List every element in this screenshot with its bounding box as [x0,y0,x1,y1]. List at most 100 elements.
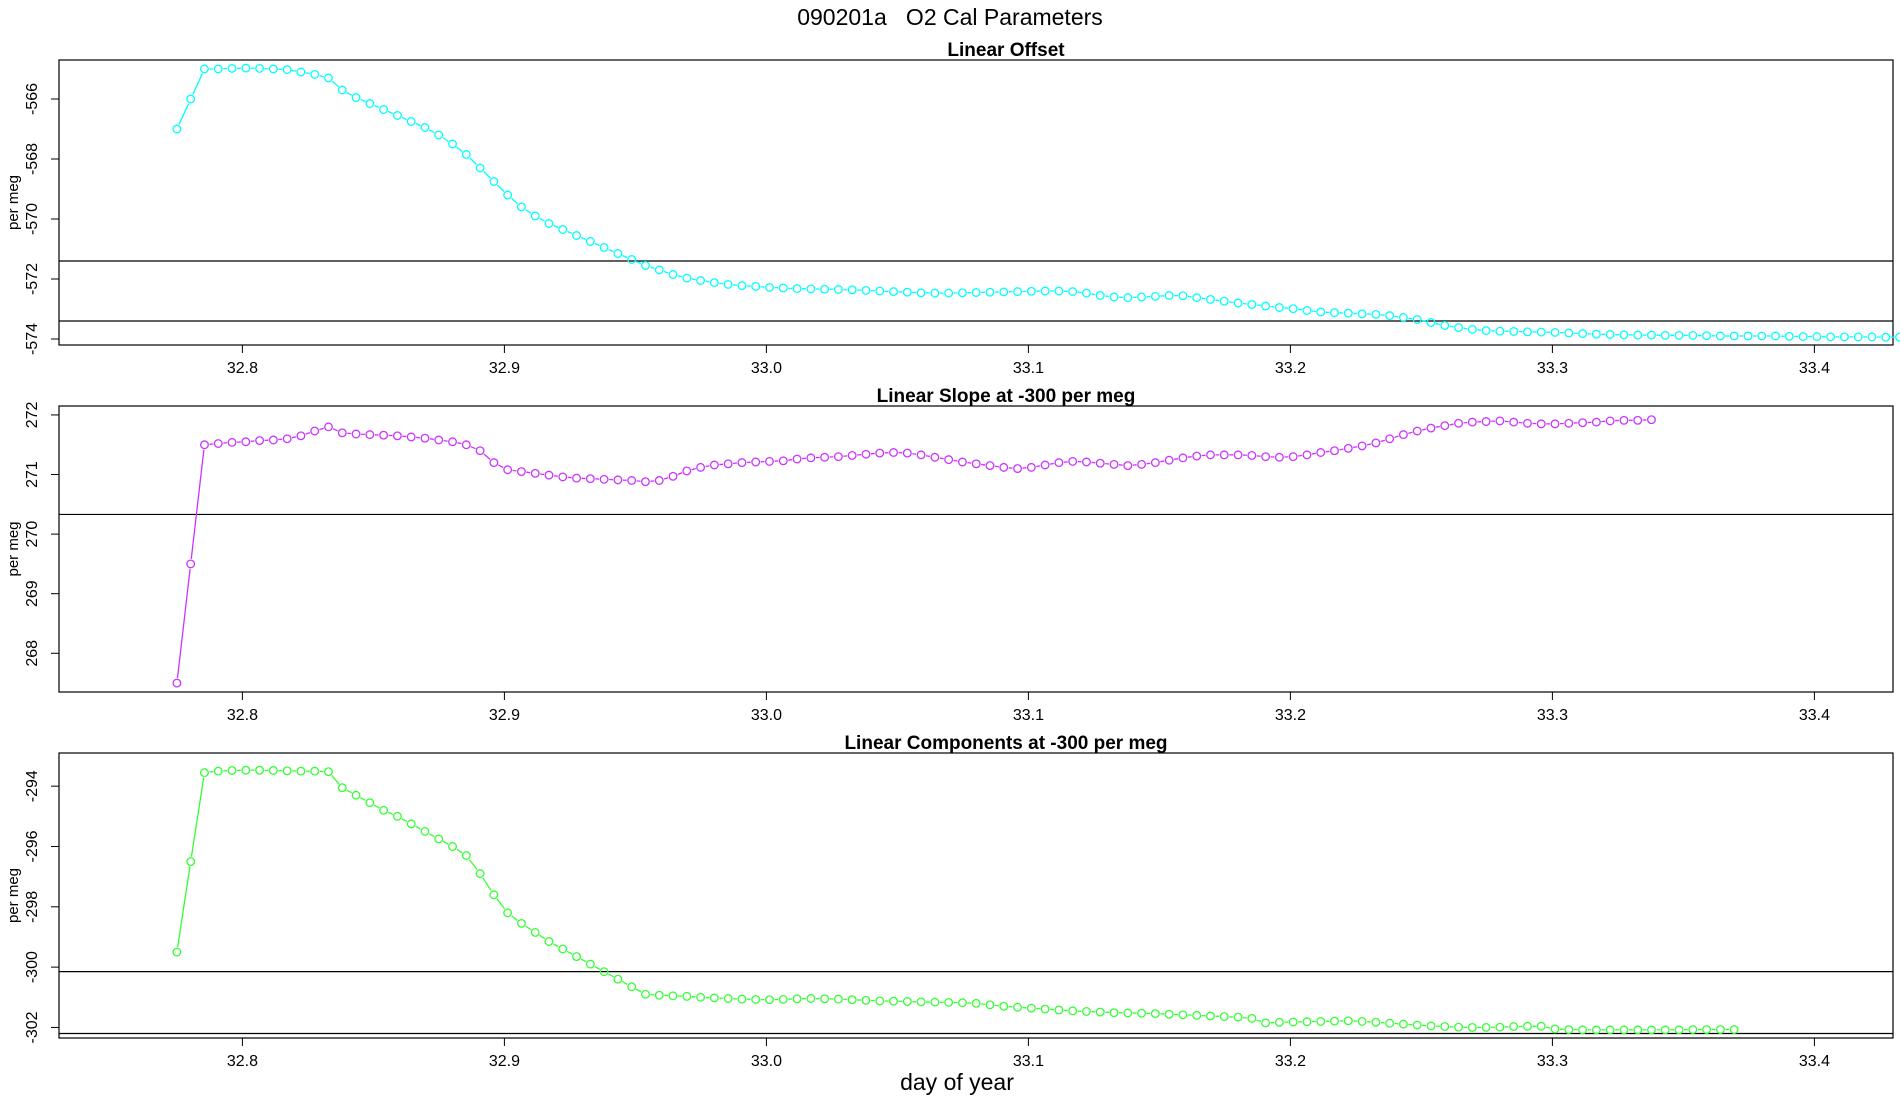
data-point [1509,417,1519,427]
data-point [999,462,1009,472]
series-segment [1394,315,1399,318]
data-point [1026,462,1036,472]
data-point [1026,286,1036,296]
series-segment [1394,435,1399,438]
y-tick-label: -298 [24,891,41,923]
data-point [1867,332,1877,342]
data-point [392,811,402,821]
data-point [1674,1025,1684,1035]
data-point [379,805,389,815]
data-point [668,471,678,481]
panel-linear-components: Linear Components at -300 per meg 32.8 32.… [5,733,1894,1070]
data-point [1302,1017,1312,1027]
series-segment [498,464,504,469]
data-point [1343,308,1353,318]
data-point [985,1000,995,1010]
series-segment [442,840,449,845]
series-segment [608,248,614,253]
data-point [1412,315,1422,324]
series-segment [912,453,917,455]
data-point [544,219,554,228]
series-segment [553,943,559,948]
panel-linear-offset: Linear Offset 32.8 32.9 33.0 33.1 33.2 33.3 33.… [5,40,1900,377]
series-segment [415,122,421,127]
data-point [847,995,857,1005]
data-point [751,994,761,1004]
y-tick-label: 270 [24,521,41,548]
data-point [1702,331,1712,341]
data-point [1536,1021,1546,1031]
data-point [1150,458,1160,468]
data-point [296,766,306,776]
data-point [709,460,719,470]
series-segment [360,797,366,801]
y-tick-label: 269 [24,580,41,607]
series-segment [594,965,601,970]
data-point [1247,1013,1257,1023]
data-point [1371,438,1381,448]
data-point [1674,330,1684,340]
data-point [613,974,623,984]
data-point [1550,1024,1560,1034]
data-point [654,990,664,1000]
data-point [1206,450,1215,460]
data-point [461,150,471,159]
data-point [1454,323,1464,333]
data-point [1812,332,1822,342]
data-point [1330,308,1339,318]
data-point [737,458,747,468]
data-point [1013,287,1023,297]
data-point [296,431,306,441]
data-point [1233,450,1243,460]
data-point [516,202,526,212]
series-segment [594,242,600,247]
data-point [200,768,209,778]
data-point [820,994,830,1004]
data-point [241,63,251,73]
data-point [1150,1009,1160,1019]
data-point [875,448,885,458]
data-point [737,281,747,291]
data-point [558,944,568,954]
data-point [558,225,568,234]
data-point [227,766,237,775]
data-point [1357,1016,1367,1026]
data-point [999,1001,1009,1011]
y-tick-label: -296 [24,830,41,862]
data-point [847,451,857,460]
x-tick-label: 32.9 [489,1053,520,1070]
data-point [1040,1004,1050,1014]
data-point [1137,1008,1147,1018]
data-point [268,435,278,445]
data-point [709,993,719,1003]
data-point [889,448,898,457]
series-segment [442,137,449,142]
series-segment [457,442,462,445]
data-point [1536,419,1546,429]
series-segment [1298,454,1303,457]
data-point [1426,1021,1436,1031]
data-point [1798,332,1808,342]
data-point [1426,318,1436,327]
data-point [310,766,320,776]
data-point [1454,418,1464,428]
data-point [1660,1025,1670,1035]
data-point [186,857,196,867]
x-tick-label: 33.3 [1537,360,1568,377]
data-point [957,457,967,467]
data-point [778,283,788,293]
data-point [1013,464,1023,474]
data-point [723,994,733,1003]
data-point [1550,327,1560,337]
series-segment [580,236,587,241]
data-point [861,449,871,459]
data-point [1109,459,1119,469]
x-tick-label: 32.9 [489,707,520,724]
data-point [1274,452,1284,462]
data-point [792,454,802,464]
data-point [310,69,320,79]
data-point [1288,1017,1298,1027]
data-point [1219,450,1229,460]
data-point [1330,1016,1339,1026]
series-segment [470,446,476,450]
